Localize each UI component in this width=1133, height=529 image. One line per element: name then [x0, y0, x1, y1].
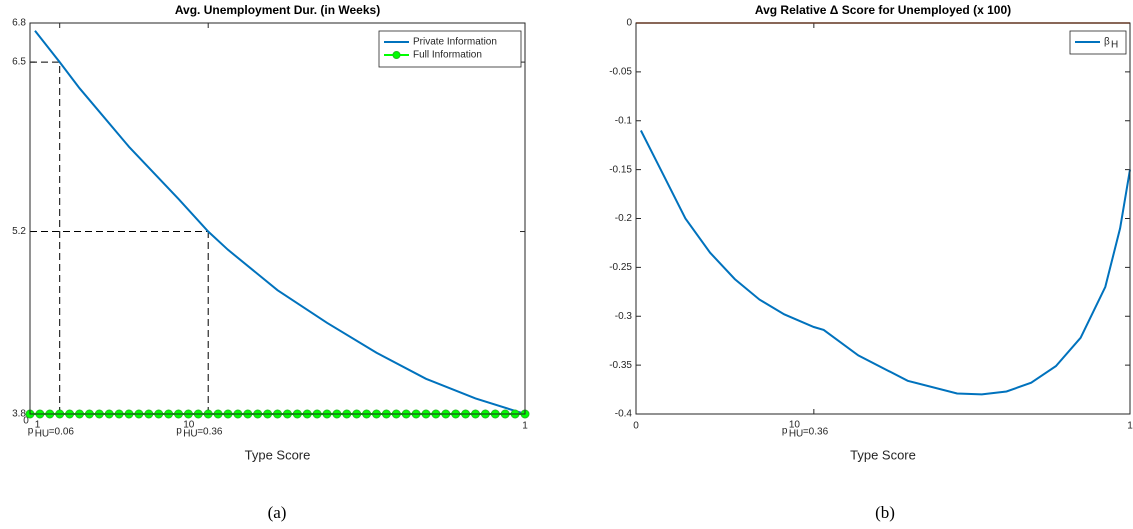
tick-sup: 10: [789, 420, 801, 431]
tick-sub: HU: [183, 429, 197, 440]
plot-area: [30, 23, 525, 414]
tick-value: =0.36: [803, 427, 829, 438]
tick-symbol: p: [782, 426, 788, 437]
tick-sub: HU: [789, 429, 803, 440]
x-axis-label: Type Score: [850, 447, 916, 462]
series-line: [640, 130, 1131, 396]
plot-frame: [635, 22, 1131, 415]
y-tick-label: -0.05: [609, 67, 632, 78]
tick-value: =0.06: [49, 427, 75, 438]
y-tick-label: 6.8: [12, 18, 26, 29]
tick-symbol: p: [28, 426, 34, 437]
y-tick-label: 0: [626, 18, 632, 29]
tick-symbol: p: [176, 426, 182, 437]
y-tick-label: -0.1: [615, 115, 633, 126]
y-tick-label: 3.8: [12, 409, 26, 420]
caption: (b): [875, 503, 895, 522]
legend-marker: [392, 51, 401, 59]
tick-sup: 1: [35, 420, 41, 431]
y-tick-label: -0.35: [609, 360, 632, 371]
legend-label: Private Information: [413, 37, 497, 48]
x-axis-label: Type Score: [245, 447, 311, 462]
legend-label: β: [1104, 37, 1110, 48]
legend-label-sub: H: [1111, 40, 1118, 51]
x-tick-label: 1: [1127, 421, 1133, 432]
series-line: [34, 30, 526, 415]
tick-sup: 10: [183, 420, 195, 431]
y-tick-label: -0.4: [615, 409, 633, 420]
y-tick-label: -0.15: [609, 164, 632, 175]
y-tick-label: -0.3: [615, 311, 633, 322]
x-tick-label: 0: [633, 421, 639, 432]
chart-title: Avg Relative Δ Score for Unemployed (x 1…: [755, 3, 1011, 17]
x-tick-label: 0: [23, 416, 29, 427]
caption: (a): [268, 503, 287, 522]
y-tick-label: -0.25: [609, 262, 632, 273]
y-tick-label: -0.2: [615, 213, 633, 224]
chart-title: Avg. Unemployment Dur. (in Weeks): [175, 3, 380, 17]
plot-area: [636, 23, 1130, 414]
tick-sub: HU: [35, 429, 49, 440]
legend-box: [378, 30, 522, 68]
x-tick-label: 1: [522, 421, 528, 432]
plot-frame: [29, 22, 526, 415]
y-tick-label: 6.5: [12, 57, 26, 68]
legend-label: Full Information: [413, 50, 482, 61]
y-tick-label: 5.2: [12, 226, 26, 237]
tick-value: =0.36: [197, 427, 223, 438]
